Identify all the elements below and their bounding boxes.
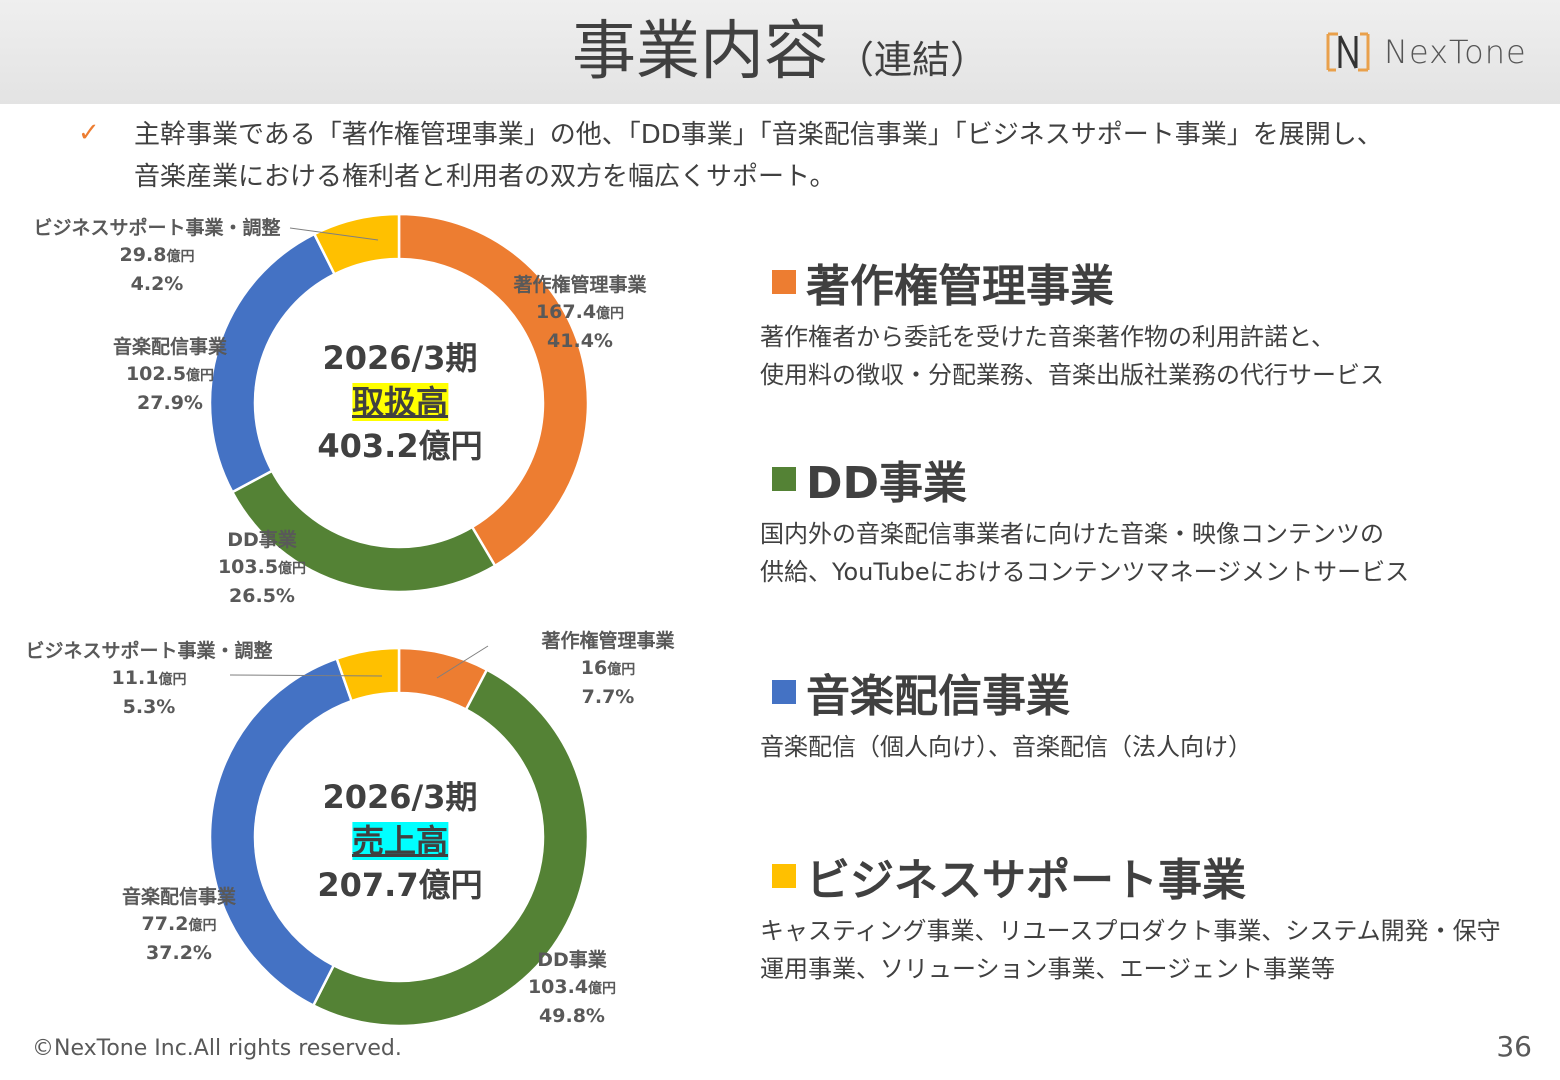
- label-name: ビジネスサポート事業・調整: [33, 217, 281, 239]
- nextone-logo: NexTone: [1326, 32, 1527, 72]
- label-dd-1: DD事業 103.5億円 26.5%: [218, 527, 306, 610]
- business-copyright: 著作権管理事業 著作権者から委託を受けた音楽著作物の利用許諾と、使用料の徴収・分…: [760, 250, 1384, 394]
- center-metric: 取扱高: [351, 383, 449, 421]
- label-value: 103.4: [527, 976, 589, 998]
- label-music-1: 音楽配信事業 102.5億円 27.9%: [113, 334, 227, 417]
- square-icon: [772, 680, 796, 704]
- label-business-2: ビジネスサポート事業・調整 11.1億円 5.3%: [25, 638, 272, 721]
- label-unit: 億円: [596, 306, 625, 322]
- business-desc: 音楽配信（個人向け）、音楽配信（法人向け）: [760, 733, 1252, 761]
- label-unit: 億円: [158, 672, 187, 688]
- label-value: 102.5: [125, 363, 187, 385]
- label-percent: 49.8%: [539, 1005, 605, 1027]
- label-unit: 億円: [186, 368, 215, 384]
- label-dd-2: DD事業 103.4億円 49.8%: [528, 947, 616, 1030]
- business-desc: 使用料の徴収・分配業務、音楽出版社業務の代行サービス: [760, 361, 1384, 389]
- label-unit: 億円: [607, 662, 636, 678]
- business-title: 著作権管理事業: [806, 261, 1114, 312]
- label-percent: 37.2%: [146, 942, 212, 964]
- center-label-1: 2026/3期 取扱高 403.2億円: [317, 336, 482, 468]
- label-value: 11.1: [111, 667, 159, 689]
- donut1-slice-copyright: [397, 212, 590, 568]
- label-percent: 27.9%: [137, 392, 203, 414]
- business-desc: 運用事業、ソリューション事業、エージェント事業等: [760, 955, 1336, 983]
- label-business-1: ビジネスサポート事業・調整 29.8億円 4.2%: [33, 215, 280, 298]
- label-value: 16: [580, 657, 608, 679]
- donut1-leader-line-1: [289, 227, 379, 241]
- logo-mark-icon: [1326, 32, 1370, 72]
- business-title: ビジネスサポート事業: [806, 855, 1246, 906]
- business-music: 音楽配信事業 音楽配信（個人向け）、音楽配信（法人向け）: [760, 660, 1252, 766]
- label-name: 音楽配信事業: [112, 336, 228, 358]
- label-name: ビジネスサポート事業・調整: [25, 640, 273, 662]
- center-total: 207.7億円: [317, 866, 483, 904]
- summary-line-2: 音楽産業における権利者と利用者の双方を幅広くサポート。: [134, 162, 836, 192]
- header-bar: 事業内容 （連結） NexTone: [0, 0, 1560, 104]
- label-name: 著作権管理事業: [541, 630, 675, 652]
- copyright-text: ©NexTone Inc.All rights reserved.: [32, 1036, 402, 1061]
- business-desc: 国内外の音楽配信事業者に向けた音楽・映像コンテンツの: [760, 520, 1384, 548]
- business-desc: 供給、YouTubeにおけるコンテンツマネージメントサービス: [760, 558, 1410, 586]
- label-percent: 41.4%: [547, 330, 613, 352]
- label-value: 29.8: [119, 244, 167, 266]
- label-percent: 7.7%: [581, 686, 635, 708]
- donut2-leader-line-2: [436, 645, 489, 679]
- center-metric: 売上高: [351, 822, 449, 860]
- donut1-slice-business: [312, 212, 401, 276]
- center-label-2: 2026/3期 売上高 207.7億円: [317, 775, 482, 907]
- label-percent: 26.5%: [229, 585, 295, 607]
- label-value: 167.4: [535, 301, 597, 323]
- title-main: 事業内容: [571, 15, 828, 89]
- donut2-slice-music: [208, 656, 354, 1008]
- donut2-slice-dd: [311, 668, 590, 1028]
- center-total: 403.2億円: [317, 427, 483, 465]
- label-unit: 億円: [188, 918, 217, 934]
- page-title: 事業内容 （連結）: [0, 8, 1560, 104]
- center-period: 2026/3期: [322, 778, 478, 816]
- center-period: 2026/3期: [322, 339, 478, 377]
- label-name: 著作権管理事業: [513, 274, 647, 296]
- label-unit: 億円: [166, 249, 195, 265]
- label-percent: 4.2%: [130, 273, 184, 295]
- label-value: 103.5: [217, 556, 279, 578]
- business-title: 音楽配信事業: [806, 671, 1070, 722]
- square-icon: [772, 270, 796, 294]
- square-icon: [772, 864, 796, 888]
- label-music-2: 音楽配信事業 77.2億円 37.2%: [122, 884, 236, 967]
- label-unit: 億円: [278, 561, 307, 577]
- donut2-leader-line-1: [229, 674, 383, 677]
- page-number: 36: [1496, 1030, 1532, 1063]
- business-desc: キャスティング事業、リユースプロダクト事業、システム開発・保守: [760, 917, 1501, 945]
- label-percent: 5.3%: [122, 696, 176, 718]
- summary-text: 主幹事業である「著作権管理事業」の他、「DD事業」「音楽配信事業」「ビジネスサポ…: [134, 114, 1383, 198]
- label-copyright-1: 著作権管理事業 167.4億円 41.4%: [513, 272, 646, 355]
- label-name: DD事業: [227, 529, 297, 551]
- title-sub: （連結）: [835, 38, 988, 82]
- label-value: 77.2: [141, 913, 189, 935]
- square-icon: [772, 467, 796, 491]
- label-copyright-2: 著作権管理事業 16億円 7.7%: [541, 628, 674, 711]
- business-desc: 著作権者から委託を受けた音楽著作物の利用許諾と、: [760, 323, 1336, 351]
- donut2-slice-business: [335, 646, 401, 703]
- summary-line-1: 主幹事業である「著作権管理事業」の他、「DD事業」「音楽配信事業」「ビジネスサポ…: [134, 120, 1383, 150]
- business-support: ビジネスサポート事業 キャスティング事業、リユースプロダクト事業、システム開発・…: [760, 844, 1501, 988]
- business-title: DD事業: [806, 458, 968, 509]
- checkmark-icon: ✓: [78, 118, 100, 148]
- label-unit: 億円: [588, 981, 617, 997]
- business-dd: DD事業 国内外の音楽配信事業者に向けた音楽・映像コンテンツの 供給、YouTub…: [760, 447, 1409, 591]
- label-name: 音楽配信事業: [121, 886, 237, 908]
- label-name: DD事業: [537, 949, 607, 971]
- logo-text: NexTone: [1384, 33, 1527, 71]
